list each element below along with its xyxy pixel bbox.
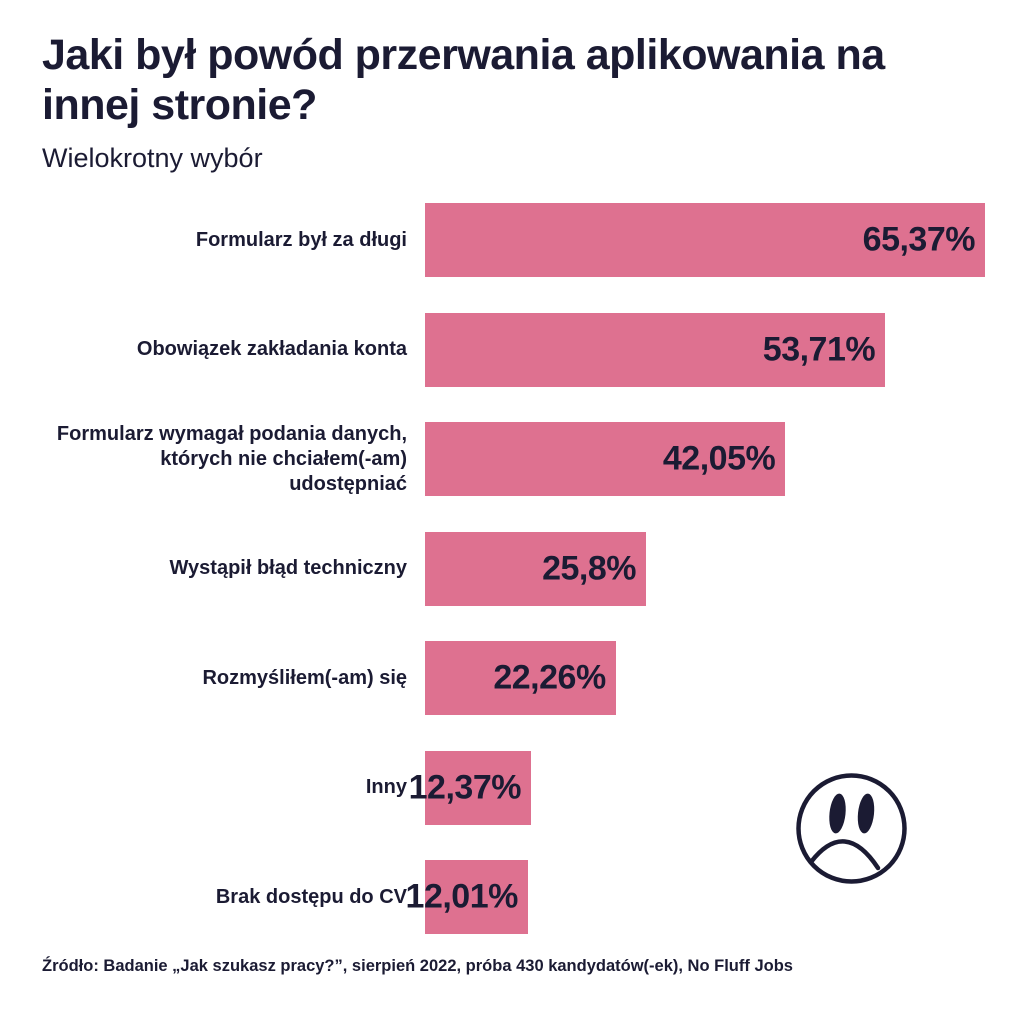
page-subtitle: Wielokrotny wybór: [42, 142, 263, 173]
category-label: Formularz był za długi: [195, 228, 407, 251]
bar-track: 25,8%: [425, 531, 985, 606]
bar: 22,26%: [425, 641, 616, 715]
bar-value-label: 25,8%: [542, 549, 637, 587]
chart-row: Inny 12,37%: [42, 750, 985, 825]
bar-track: 22,26%: [425, 641, 985, 715]
bar-value-label: 42,05%: [662, 439, 776, 478]
category-label: Inny: [365, 776, 407, 798]
category-label: Obowiązek zakładania konta: [136, 338, 407, 360]
chart-row: Obowiązek zakładania konta 53,71%: [42, 312, 985, 387]
chart-row: Rozmyśliłem(-am) się 22,26%: [42, 641, 985, 715]
bar-value-label: 65,37%: [862, 220, 976, 259]
bar-value-label: 53,71%: [762, 330, 876, 368]
sad-face-icon: [796, 773, 907, 884]
category-label: Brak dostępu do CV: [215, 885, 407, 908]
header: Jaki był powód przerwania aplikowania na…: [42, 30, 952, 174]
bar-value-label: 12,37%: [408, 768, 522, 806]
bar: 12,37%: [409, 750, 531, 825]
bar-track: 65,37%: [425, 203, 985, 277]
chart-row: Wystąpił błąd techniczny 25,8%: [42, 531, 985, 606]
bar-track: 12,37%: [409, 750, 985, 825]
page-title: Jaki był powód przerwania aplikowania na…: [42, 31, 885, 130]
bar: 65,37%: [425, 203, 985, 277]
chart-row: Formularz wymagał podania danych, któryc…: [42, 422, 985, 496]
bar: 25,8%: [425, 531, 647, 606]
bar: 53,71%: [425, 312, 886, 387]
source-note: Źródło: Badanie „Jak szukasz pracy?”, si…: [42, 957, 793, 975]
bar-track: 42,05%: [425, 422, 985, 496]
bar-track: 53,71%: [425, 312, 985, 387]
bar: 12,01%: [406, 860, 528, 934]
category-label: Wystąpił błąd techniczny: [169, 557, 407, 579]
bar-rows: Formularz był za długi 65,37% Obowiązek za…: [42, 203, 985, 934]
bar-value-label: 22,26%: [493, 658, 606, 697]
bar: 42,05%: [425, 422, 786, 496]
bar-value-label: 12,01%: [405, 877, 519, 916]
bar-chart: Formularz był za długi 65,37% Obowiązek za…: [42, 203, 985, 934]
category-label: Rozmyśliłem(-am) się: [202, 666, 407, 689]
bar-track: 12,01%: [406, 860, 985, 934]
category-label: Formularz wymagał podania danych, któryc…: [56, 422, 407, 495]
chart-row: Formularz był za długi 65,37%: [42, 203, 985, 277]
chart-row: Brak dostępu do CV 12,01%: [42, 860, 985, 934]
